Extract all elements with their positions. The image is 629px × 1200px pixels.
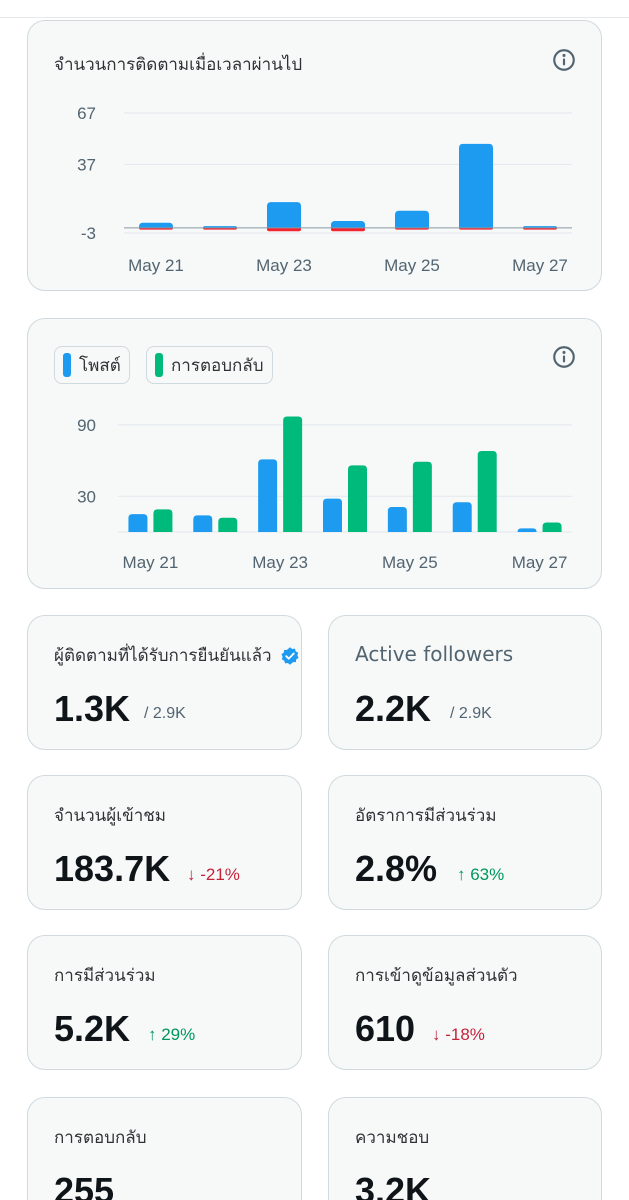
followers-gained-bar bbox=[267, 202, 301, 228]
stat-value: 3.2K bbox=[355, 1170, 432, 1200]
stat-title: ผู้ติดตามที่ได้รับการยืนยันแล้ว bbox=[54, 642, 300, 669]
y-tick-label: -3 bbox=[81, 224, 96, 243]
posts-bar bbox=[193, 515, 213, 532]
active-followers-card: Active followers 2.2K / 2.9K bbox=[328, 615, 602, 750]
legend-posts-label: โพสต์ bbox=[79, 355, 121, 376]
posts-swatch bbox=[63, 353, 71, 377]
info-circle-icon[interactable] bbox=[551, 47, 577, 73]
posts-bar bbox=[387, 507, 407, 532]
y-tick-label: 90 bbox=[77, 416, 96, 435]
card-title: จำนวนการติดตามเมื่อเวลาผ่านไป bbox=[54, 55, 303, 75]
stat-total: / 2.9K bbox=[450, 705, 492, 722]
posts-replies-bar-chart: 90 30 May 21 May 23 May 25 May 27 bbox=[77, 416, 572, 572]
x-tick-label: May 23 bbox=[256, 256, 312, 275]
posts-bar bbox=[258, 459, 278, 532]
followers-over-time-card: จำนวนการติดตามเมื่อเวลาผ่านไป 67 37 -3 May … bbox=[27, 20, 602, 291]
stat-title: Active followers bbox=[355, 642, 514, 666]
replies-bar bbox=[542, 522, 562, 532]
replies-bar bbox=[348, 465, 367, 532]
x-tick-label: May 27 bbox=[512, 553, 568, 572]
followers-gained-bar bbox=[459, 143, 493, 228]
posts-bar bbox=[517, 528, 537, 532]
stat-change: ↓ -18% bbox=[432, 1025, 485, 1044]
replies-bar bbox=[477, 451, 497, 532]
y-tick-label: 30 bbox=[77, 487, 96, 506]
posts-bar bbox=[128, 514, 148, 532]
impressions-card: จำนวนผู้เข้าชม 183.7K ↓ -21% bbox=[27, 775, 302, 910]
stat-change: ↑ 29% bbox=[148, 1025, 196, 1044]
stat-title: ความชอบ bbox=[355, 1128, 430, 1148]
x-tick-label: May 25 bbox=[384, 256, 440, 275]
y-tick-label: 37 bbox=[77, 155, 96, 174]
stat-title-text: ผู้ติดตามที่ได้รับการยืนยันแล้ว bbox=[54, 646, 272, 666]
likes-card: ความชอบ 3.2K bbox=[328, 1097, 602, 1200]
info-circle-icon[interactable] bbox=[551, 344, 577, 370]
stat-value: 610 bbox=[355, 1008, 416, 1049]
stat-value: 2.8% bbox=[355, 848, 438, 889]
followers-gained-bar bbox=[139, 222, 173, 228]
legend-replies[interactable]: การตอบกลับ bbox=[146, 346, 273, 384]
legend-posts[interactable]: โพสต์ bbox=[54, 346, 130, 384]
stat-value: 2.2K bbox=[355, 688, 432, 729]
followers-gained-bar bbox=[331, 221, 365, 228]
posts-bar bbox=[323, 498, 342, 532]
x-tick-label: May 21 bbox=[123, 553, 179, 572]
engagements-card: การมีส่วนร่วม 5.2K ↑ 29% bbox=[27, 935, 302, 1070]
engagement-rate-card: อัตราการมีส่วนร่วม 2.8% ↑ 63% bbox=[328, 775, 602, 910]
stat-title: การเข้าดูข้อมูลส่วนตัว bbox=[355, 966, 518, 986]
stat-title: การมีส่วนร่วม bbox=[54, 966, 156, 986]
followers-bar-chart: 67 37 -3 May 21 May 23 May 25 May 27 bbox=[77, 104, 572, 275]
stat-title: อัตราการมีส่วนร่วม bbox=[355, 806, 497, 826]
replies-card: การตอบกลับ 255 bbox=[27, 1097, 302, 1200]
stat-value: 5.2K bbox=[54, 1008, 131, 1049]
posts-bar bbox=[452, 502, 472, 532]
x-tick-label: May 21 bbox=[128, 256, 184, 275]
stat-change: ↑ 63% bbox=[457, 865, 505, 884]
replies-bar bbox=[283, 416, 303, 532]
top-divider bbox=[0, 0, 629, 18]
legend-replies-label: การตอบกลับ bbox=[171, 355, 264, 376]
replies-swatch bbox=[155, 353, 163, 377]
x-tick-label: May 23 bbox=[252, 553, 308, 572]
verified-badge-icon bbox=[281, 646, 299, 665]
followers-gained-bar bbox=[395, 210, 429, 228]
replies-bar bbox=[153, 509, 173, 532]
stat-value: 255 bbox=[54, 1170, 115, 1200]
stat-total: / 2.9K bbox=[144, 705, 186, 722]
x-tick-label: May 25 bbox=[382, 553, 438, 572]
replies-bar bbox=[218, 517, 238, 532]
stat-value: 1.3K bbox=[54, 688, 131, 729]
stat-change: ↓ -21% bbox=[187, 865, 240, 884]
replies-bar bbox=[412, 461, 432, 532]
posts-replies-card: โพสต์ การตอบกลับ 90 30 May 21 May 23 May 25 M… bbox=[27, 318, 602, 589]
verified-followers-card: ผู้ติดตามที่ได้รับการยืนยันแล้ว 1.3K / 2… bbox=[27, 615, 302, 750]
stat-value: 183.7K bbox=[54, 848, 171, 889]
profile-visits-card: การเข้าดูข้อมูลส่วนตัว 610 ↓ -18% bbox=[328, 935, 602, 1070]
followers-lost-bar bbox=[331, 227, 365, 232]
y-tick-label: 67 bbox=[77, 104, 96, 123]
stat-title: การตอบกลับ bbox=[54, 1128, 147, 1148]
x-tick-label: May 27 bbox=[512, 256, 568, 275]
followers-lost-bar bbox=[267, 227, 301, 232]
stat-title: จำนวนผู้เข้าชม bbox=[54, 806, 166, 826]
